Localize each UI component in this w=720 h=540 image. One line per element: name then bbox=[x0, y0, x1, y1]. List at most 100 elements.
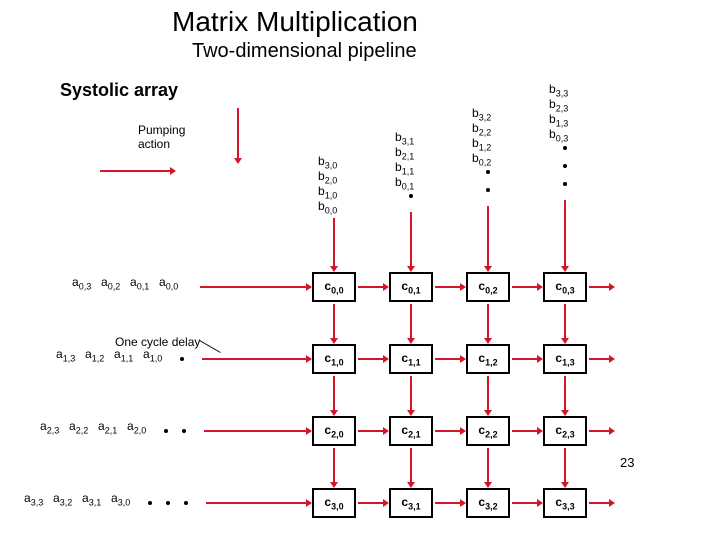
delay-indicator-line bbox=[199, 340, 220, 353]
arrow-down-icon bbox=[333, 376, 335, 410]
a-label: a0,2 bbox=[101, 275, 120, 291]
arrow-down-icon bbox=[487, 304, 489, 338]
page-title: Matrix Multiplication bbox=[172, 6, 418, 38]
c-cell: c1,0 bbox=[312, 344, 356, 374]
delay-dot bbox=[182, 429, 186, 433]
section-label: Systolic array bbox=[60, 80, 178, 101]
arrow-down-icon bbox=[487, 206, 489, 266]
arrow-right-icon bbox=[358, 502, 383, 504]
delay-dot bbox=[563, 164, 567, 168]
b-label: b2,0 bbox=[318, 169, 337, 185]
c-cell: c3,2 bbox=[466, 488, 510, 518]
a-label: a0,3 bbox=[72, 275, 91, 291]
b-label: b2,2 bbox=[472, 121, 491, 137]
b-label: b2,3 bbox=[549, 97, 568, 113]
arrow-right-icon bbox=[206, 502, 306, 504]
delay-dot bbox=[164, 429, 168, 433]
a-label: a2,3 bbox=[40, 419, 59, 435]
b-label: b3,1 bbox=[395, 130, 414, 146]
arrow-down-icon bbox=[333, 448, 335, 482]
b-label: b0,2 bbox=[472, 151, 491, 167]
c-cell: c3,0 bbox=[312, 488, 356, 518]
arrow-down-icon bbox=[564, 304, 566, 338]
delay-dot bbox=[563, 182, 567, 186]
b-label: b1,0 bbox=[318, 184, 337, 200]
arrow-right-icon bbox=[512, 430, 537, 432]
a-label: a0,1 bbox=[130, 275, 149, 291]
arrow-down-icon bbox=[410, 448, 412, 482]
delay-dot bbox=[563, 146, 567, 150]
a-label: a1,0 bbox=[143, 347, 162, 363]
arrow-right-icon bbox=[589, 286, 609, 288]
b-label: b0,3 bbox=[549, 127, 568, 143]
b-label: b3,0 bbox=[318, 154, 337, 170]
a-label: a2,2 bbox=[69, 419, 88, 435]
c-cell: c2,2 bbox=[466, 416, 510, 446]
c-cell: c3,3 bbox=[543, 488, 587, 518]
delay-dot bbox=[486, 188, 490, 192]
arrow-down-icon bbox=[333, 218, 335, 266]
arrow-right-icon bbox=[358, 430, 383, 432]
c-cell: c1,2 bbox=[466, 344, 510, 374]
arrow-down-icon bbox=[410, 376, 412, 410]
c-cell: c1,3 bbox=[543, 344, 587, 374]
arrow-down-icon bbox=[237, 108, 239, 158]
arrow-right-icon bbox=[435, 286, 460, 288]
arrow-right-icon bbox=[589, 502, 609, 504]
arrow-down-icon bbox=[564, 376, 566, 410]
c-cell: c0,0 bbox=[312, 272, 356, 302]
b-label: b0,0 bbox=[318, 199, 337, 215]
arrow-down-icon bbox=[487, 376, 489, 410]
arrow-down-icon bbox=[564, 200, 566, 266]
pumping-label: Pumpingaction bbox=[138, 123, 185, 151]
a-label: a3,3 bbox=[24, 491, 43, 507]
c-cell: c3,1 bbox=[389, 488, 433, 518]
arrow-down-icon bbox=[487, 448, 489, 482]
a-label: a3,1 bbox=[82, 491, 101, 507]
b-label: b1,1 bbox=[395, 160, 414, 176]
arrow-right-icon bbox=[512, 502, 537, 504]
a-label: a1,2 bbox=[85, 347, 104, 363]
b-label: b3,2 bbox=[472, 106, 491, 122]
page-number: 23 bbox=[620, 455, 634, 470]
b-label: b1,3 bbox=[549, 112, 568, 128]
delay-dot bbox=[409, 194, 413, 198]
page-subtitle: Two-dimensional pipeline bbox=[192, 40, 417, 63]
b-label: b0,1 bbox=[395, 175, 414, 191]
delay-dot bbox=[486, 170, 490, 174]
arrow-down-icon bbox=[564, 448, 566, 482]
arrow-right-icon bbox=[204, 430, 306, 432]
c-cell: c2,0 bbox=[312, 416, 356, 446]
arrow-down-icon bbox=[410, 212, 412, 266]
delay-dot bbox=[180, 357, 184, 361]
a-label: a1,3 bbox=[56, 347, 75, 363]
c-cell: c0,3 bbox=[543, 272, 587, 302]
a-label: a2,0 bbox=[127, 419, 146, 435]
arrow-right-icon bbox=[435, 358, 460, 360]
arrow-right-icon bbox=[589, 358, 609, 360]
arrow-right-icon bbox=[435, 430, 460, 432]
b-label: b2,1 bbox=[395, 145, 414, 161]
arrow-right-icon bbox=[202, 358, 306, 360]
arrow-right-icon bbox=[100, 170, 170, 172]
b-label: b1,2 bbox=[472, 136, 491, 152]
delay-dot bbox=[148, 501, 152, 505]
arrow-down-icon bbox=[410, 304, 412, 338]
a-label: a1,1 bbox=[114, 347, 133, 363]
c-cell: c2,3 bbox=[543, 416, 587, 446]
a-label: a3,2 bbox=[53, 491, 72, 507]
arrow-right-icon bbox=[589, 430, 609, 432]
arrow-down-icon bbox=[333, 304, 335, 338]
a-label: a3,0 bbox=[111, 491, 130, 507]
c-cell: c1,1 bbox=[389, 344, 433, 374]
arrow-right-icon bbox=[435, 502, 460, 504]
arrow-right-icon bbox=[358, 286, 383, 288]
a-label: a2,1 bbox=[98, 419, 117, 435]
arrow-right-icon bbox=[512, 286, 537, 288]
a-label: a0,0 bbox=[159, 275, 178, 291]
c-cell: c0,2 bbox=[466, 272, 510, 302]
c-cell: c0,1 bbox=[389, 272, 433, 302]
delay-dot bbox=[184, 501, 188, 505]
arrow-right-icon bbox=[200, 286, 306, 288]
arrow-right-icon bbox=[512, 358, 537, 360]
